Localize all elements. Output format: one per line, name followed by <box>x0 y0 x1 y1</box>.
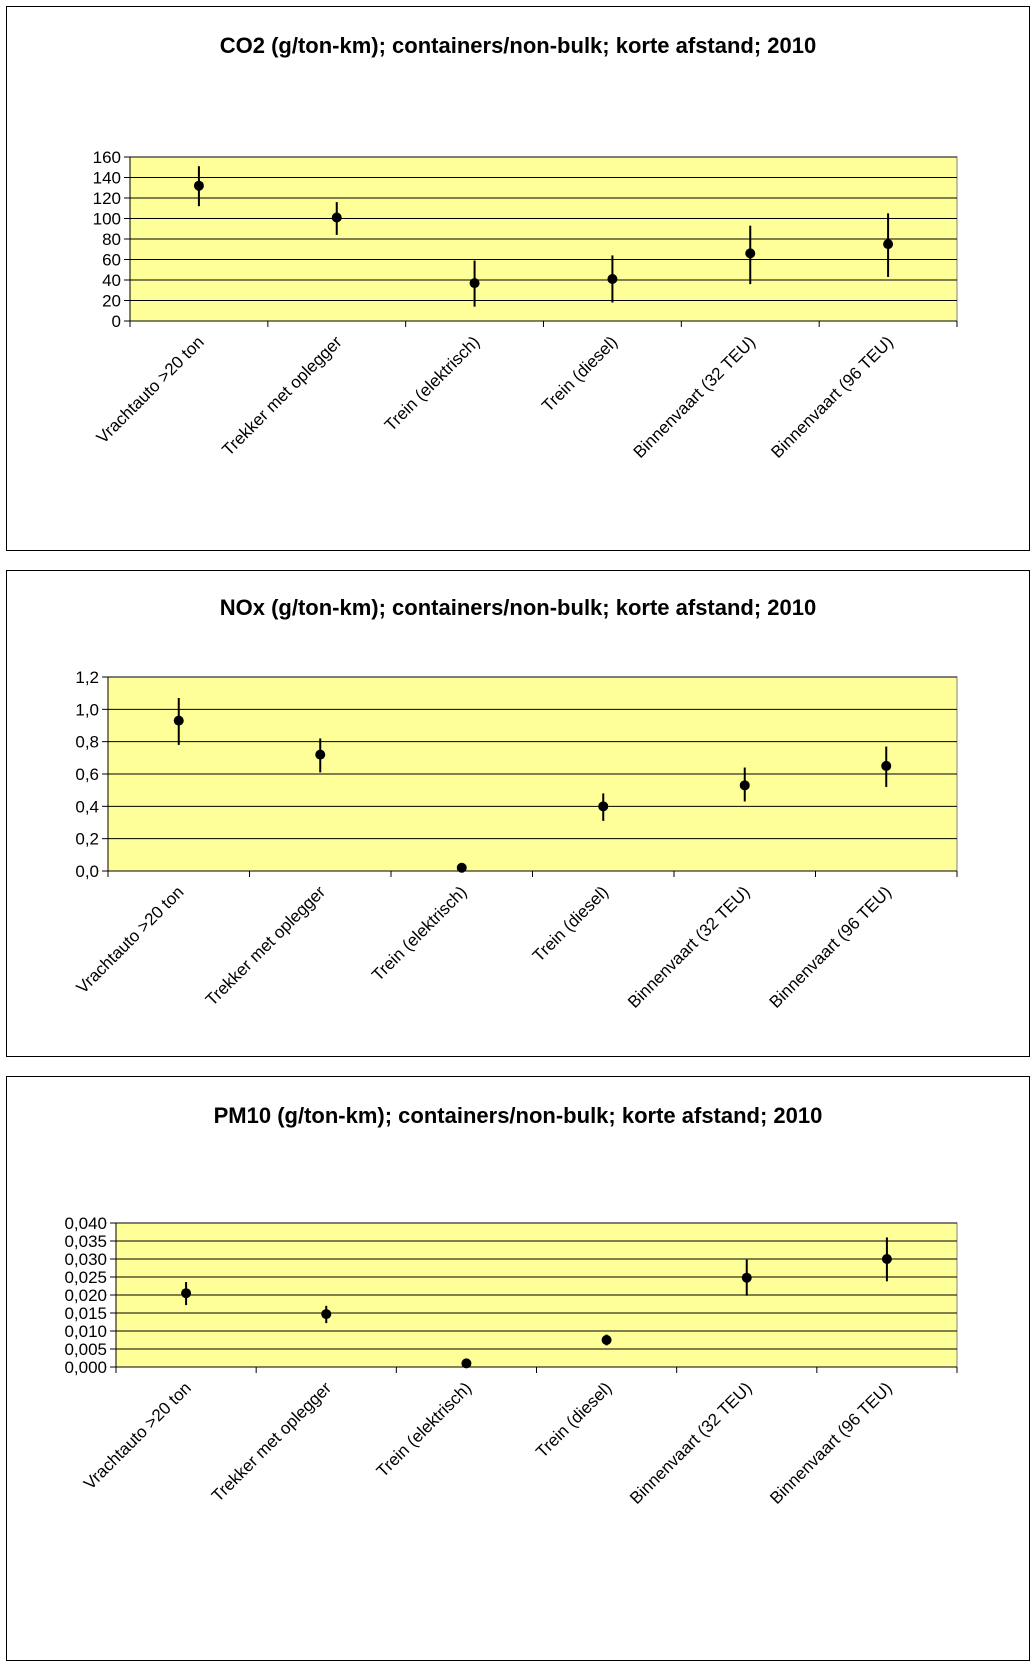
data-point <box>739 780 750 791</box>
chart-panel-pm10: PM10 (g/ton-km); containers/non-bulk; ko… <box>6 1076 1030 1661</box>
y-tick-label: 140 <box>93 169 121 188</box>
y-tick-label: 0,015 <box>64 1304 107 1323</box>
y-tick-label: 80 <box>102 230 121 249</box>
chart-co2: CO2 (g/ton-km); containers/non-bulk; kor… <box>93 33 958 462</box>
y-tick-label: 0,025 <box>64 1268 107 1287</box>
y-tick-label: 40 <box>102 271 121 290</box>
y-tick-label: 100 <box>93 210 121 229</box>
data-point <box>321 1309 332 1320</box>
data-point <box>607 273 618 284</box>
x-category-label: Vrachtauto >20 ton <box>80 1378 195 1493</box>
x-category-label: Trein (elektrisch) <box>381 332 483 434</box>
data-point <box>601 1335 612 1345</box>
y-tick-label: 1,0 <box>75 700 99 719</box>
chart-panel-nox: NOx (g/ton-km); containers/non-bulk; kor… <box>6 570 1030 1057</box>
chart-pm10: PM10 (g/ton-km); containers/non-bulk; ko… <box>64 1103 958 1508</box>
y-tick-label: 0,2 <box>75 830 99 849</box>
y-tick-label: 0,020 <box>64 1286 107 1305</box>
chart-title: PM10 (g/ton-km); containers/non-bulk; ko… <box>214 1103 823 1128</box>
data-point <box>598 801 609 812</box>
data-point <box>193 180 204 191</box>
data-point <box>315 749 326 760</box>
data-point <box>745 248 756 259</box>
chart-panel-co2: CO2 (g/ton-km); containers/non-bulk; kor… <box>6 6 1030 551</box>
x-category-label: Binnenvaart (32 TEU) <box>630 332 759 461</box>
data-point <box>461 1358 472 1369</box>
x-category-label: Trekker met oplegger <box>218 332 345 459</box>
data-point <box>456 862 467 873</box>
y-tick-label: 0,0 <box>75 862 99 881</box>
y-tick-label: 1,2 <box>75 668 99 687</box>
chart-title: CO2 (g/ton-km); containers/non-bulk; kor… <box>220 33 817 58</box>
y-tick-label: 0,6 <box>75 765 99 784</box>
data-point <box>173 715 184 726</box>
x-category-label: Vrachtauto >20 ton <box>73 882 188 997</box>
x-category-label: Trekker met oplegger <box>208 1378 335 1505</box>
x-category-label: Binnenvaart (32 TEU) <box>624 882 753 1011</box>
data-point <box>181 1288 192 1299</box>
data-point <box>469 278 480 289</box>
x-category-label: Vrachtauto >20 ton <box>93 332 208 447</box>
y-tick-label: 0,005 <box>64 1340 107 1359</box>
x-category-label: Binnenvaart (96 TEU) <box>767 332 896 461</box>
x-category-label: Trekker met oplegger <box>202 882 329 1009</box>
x-category-label: Trein (elektrisch) <box>368 882 470 984</box>
y-tick-label: 0,000 <box>64 1358 107 1377</box>
chart-nox: NOx (g/ton-km); containers/non-bulk; kor… <box>73 595 958 1012</box>
data-point <box>881 760 892 771</box>
y-tick-label: 0 <box>112 312 121 331</box>
y-tick-label: 160 <box>93 148 121 167</box>
data-point <box>331 212 342 223</box>
y-tick-label: 0,010 <box>64 1322 107 1341</box>
x-category-label: Trein (diesel) <box>532 1378 615 1461</box>
y-tick-label: 60 <box>102 251 121 270</box>
data-point <box>741 1272 752 1283</box>
y-tick-label: 0,4 <box>75 797 99 816</box>
y-tick-label: 20 <box>102 292 121 311</box>
data-point <box>881 1254 892 1264</box>
y-tick-label: 0,8 <box>75 733 99 752</box>
x-category-label: Trein (elektrisch) <box>373 1378 475 1480</box>
x-category-label: Trein (diesel) <box>538 332 621 415</box>
chart-title: NOx (g/ton-km); containers/non-bulk; kor… <box>220 595 817 620</box>
y-tick-label: 0,035 <box>64 1232 107 1251</box>
x-category-label: Binnenvaart (96 TEU) <box>766 882 895 1011</box>
x-category-label: Binnenvaart (32 TEU) <box>626 1378 755 1507</box>
x-category-label: Binnenvaart (96 TEU) <box>766 1378 895 1507</box>
y-tick-label: 0,040 <box>64 1214 107 1233</box>
data-point <box>883 239 894 250</box>
x-category-label: Trein (diesel) <box>529 882 612 965</box>
y-tick-label: 0,030 <box>64 1250 107 1269</box>
y-tick-label: 120 <box>93 189 121 208</box>
